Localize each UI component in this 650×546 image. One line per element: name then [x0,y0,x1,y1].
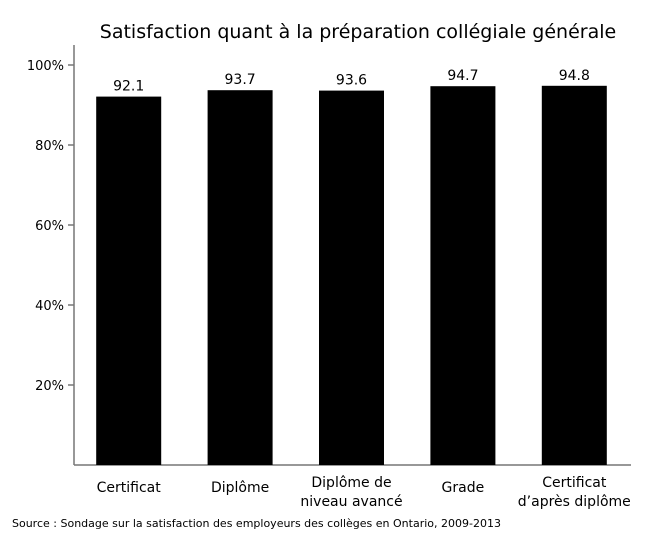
y-tick-label: 40% [35,299,64,314]
x-tick-label: Grade [442,480,485,496]
y-tick-label: 100% [27,59,64,74]
data-label: 94.7 [447,68,478,84]
x-tick-label: Certificat [542,475,607,491]
bar [319,90,384,465]
x-tick-label: Certificat [97,480,162,496]
x-tick-label: d’après diplôme [518,494,631,510]
bar [541,85,607,466]
y-tick-label: 60% [35,219,64,234]
y-tick-label: 80% [35,139,64,154]
bar [96,96,162,465]
x-tick-label: Diplôme [211,480,269,496]
chart-title: Satisfaction quant à la préparation coll… [100,21,616,43]
bar [207,90,273,465]
y-tick-label: 20% [35,379,64,394]
bar [430,86,496,465]
x-tick-label: Diplôme de [311,475,391,491]
x-tick-label: niveau avancé [300,494,402,510]
data-label: 94.8 [559,68,590,84]
data-label: 92.1 [113,79,144,95]
source-note: Source : Sondage sur la satisfaction des… [12,517,501,530]
data-label: 93.7 [225,72,256,88]
data-label: 93.6 [336,73,367,89]
